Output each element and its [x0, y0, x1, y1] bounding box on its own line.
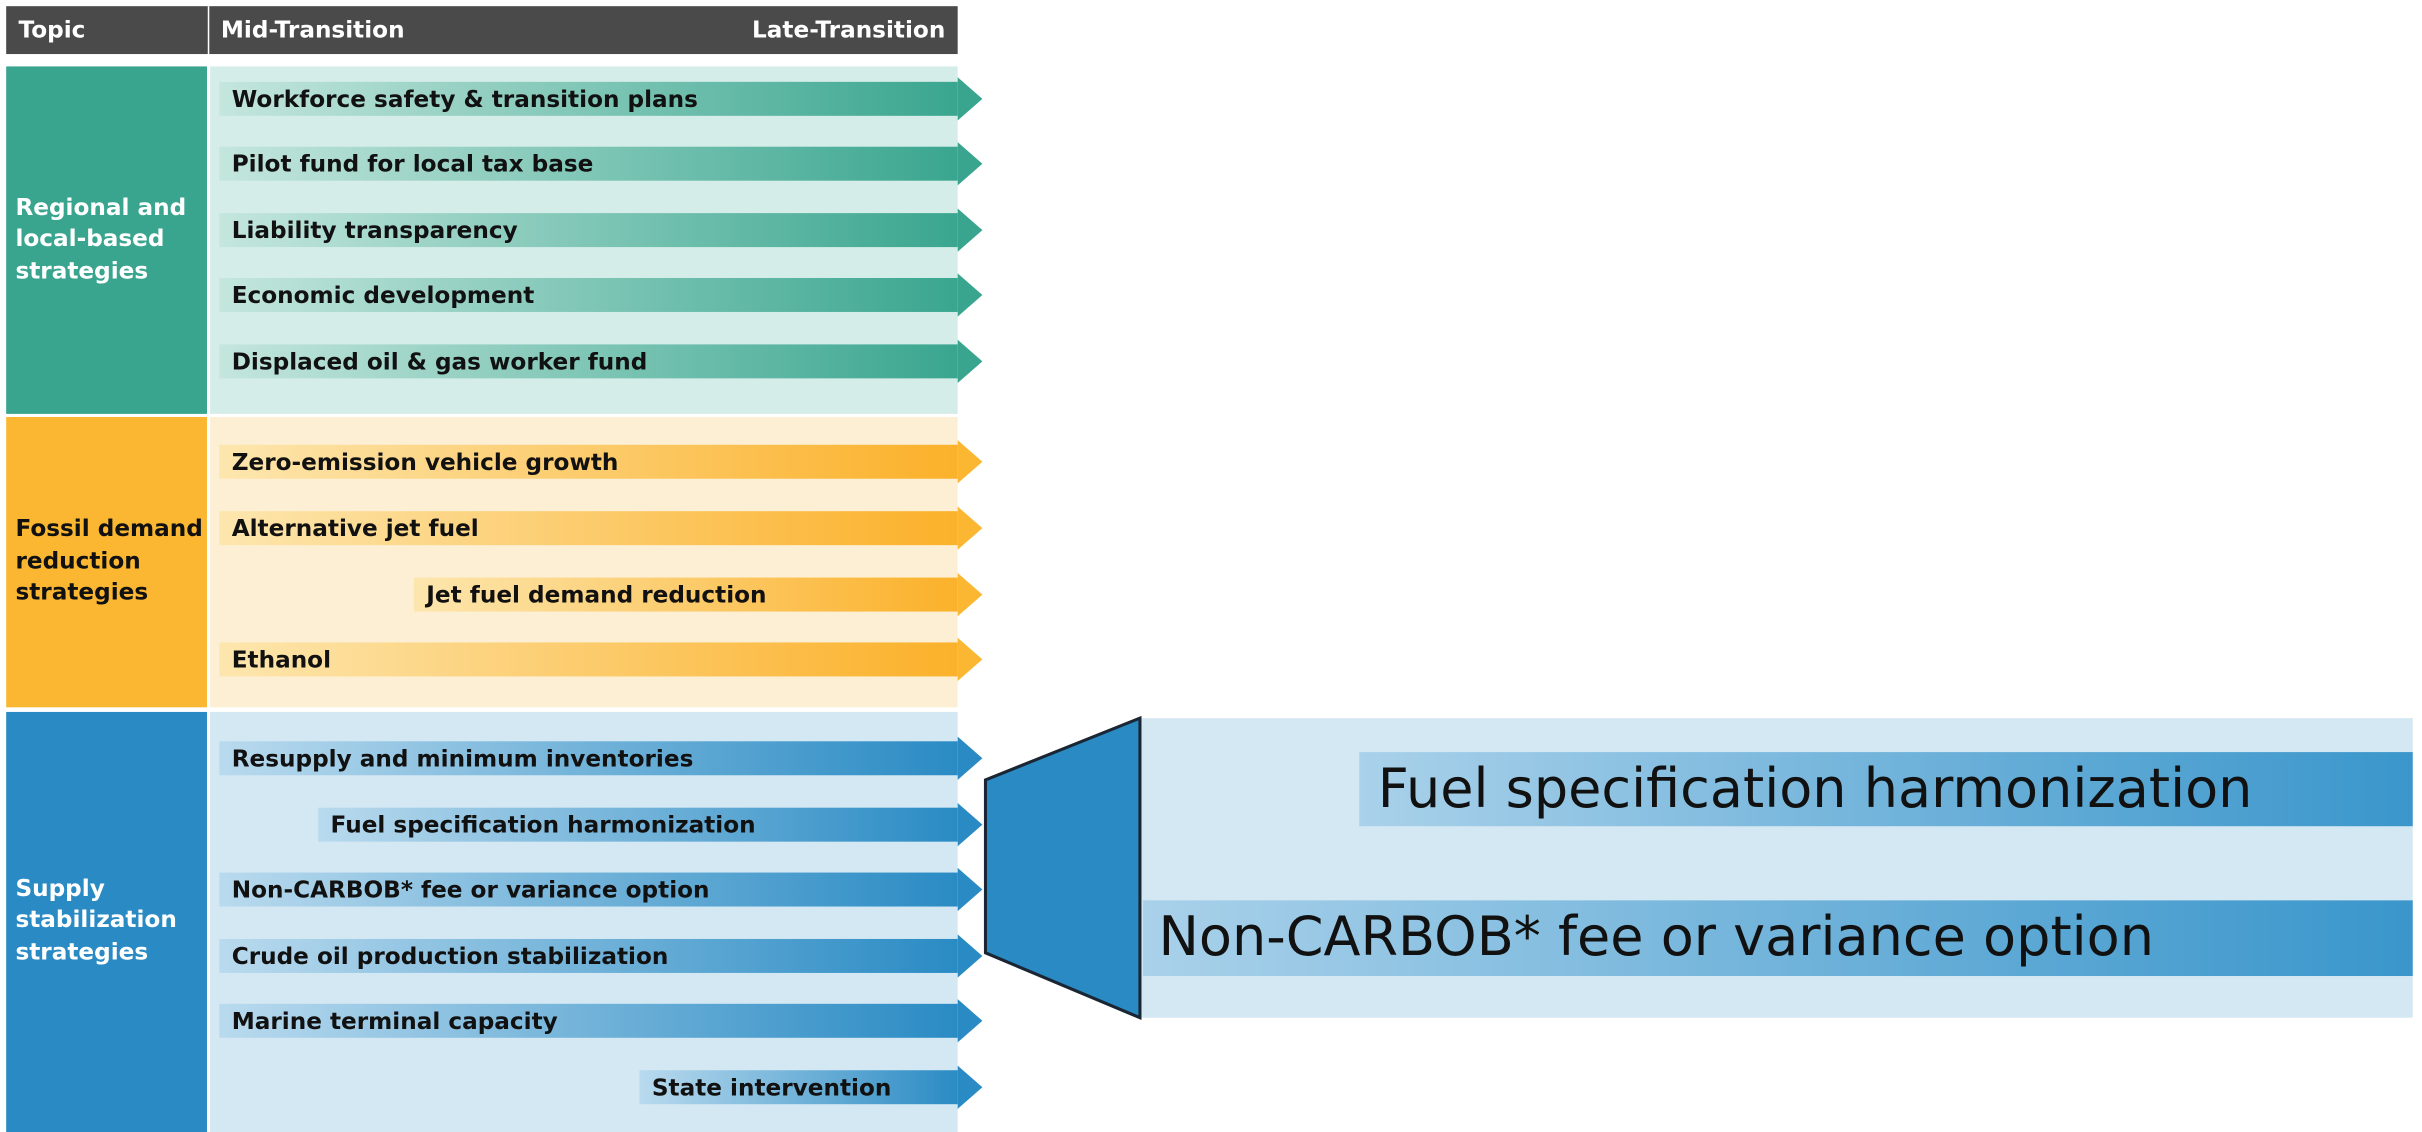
strategy-label: Resupply and minimum inventories	[232, 746, 694, 772]
arrow-bar	[219, 642, 958, 677]
strategy-label: Non-CARBOB* fee or variance option	[232, 878, 710, 904]
arrow-head	[957, 803, 983, 847]
strategy-label: Crude oil production stabilization	[232, 944, 669, 970]
strategy-label: Ethanol	[232, 647, 331, 673]
arrow-head	[957, 208, 983, 252]
topic-label: Fossil demand	[15, 516, 202, 542]
topic-label: strategies	[15, 258, 148, 284]
arrow-bar	[219, 213, 958, 248]
arrow-head	[957, 736, 983, 780]
header-mid: Mid-Transition	[221, 17, 405, 43]
arrow-bar	[219, 146, 958, 181]
timeline-background	[210, 711, 958, 1132]
arrow-head	[957, 934, 983, 978]
strategy-label: Economic development	[232, 283, 535, 309]
arrow-bar	[219, 81, 958, 116]
strategy-label: Fuel specification harmonization	[331, 813, 756, 839]
arrow-head	[957, 142, 983, 186]
strategy-label: Displaced oil & gas worker fund	[232, 349, 648, 375]
arrow-bar	[219, 444, 958, 479]
strategy-label: State intervention	[652, 1075, 892, 1101]
zoom-bar	[1359, 752, 2413, 827]
arrow-bar	[639, 1070, 958, 1105]
topic-label: local-based	[15, 226, 164, 252]
arrow-head	[957, 506, 983, 550]
arrow-bar	[318, 807, 958, 842]
arrow-head	[957, 1065, 983, 1109]
strategy-label: Zero-emission vehicle growth	[232, 450, 619, 476]
zoom-bar	[1143, 900, 2413, 977]
topic-cell	[6, 711, 207, 1132]
strategy-label: Workforce safety & transition plans	[232, 87, 698, 113]
arrow-head	[957, 339, 983, 383]
arrow-head	[957, 273, 983, 317]
topic-label: strategies	[15, 939, 148, 965]
arrow-bar	[413, 577, 958, 612]
header-topic: Topic	[19, 17, 86, 43]
arrow-bar	[219, 277, 958, 312]
arrow-head	[957, 867, 983, 912]
arrow-bar	[219, 872, 958, 907]
arrow-head	[957, 440, 983, 484]
strategy-label: Liability transparency	[232, 218, 518, 244]
topic-cell	[6, 66, 207, 414]
strategy-label: Pilot fund for local tax base	[232, 152, 594, 178]
topic-cell	[6, 416, 207, 708]
strategy-label: Jet fuel demand reduction	[424, 583, 766, 609]
topic-label: Regional and	[15, 195, 186, 221]
topic-label: strategies	[15, 580, 148, 606]
arrow-bar	[219, 344, 958, 379]
header-bar	[6, 6, 958, 55]
strategy-label: Alternative jet fuel	[232, 516, 479, 542]
arrow-head	[957, 572, 983, 617]
topic-label: stabilization	[15, 907, 176, 933]
zoom-label: Fuel specification harmonization	[1378, 757, 2253, 820]
arrow-bar	[219, 741, 958, 776]
topic-label: Supply	[15, 876, 104, 902]
arrow-head	[957, 77, 983, 121]
zoom-connector	[983, 715, 1142, 1021]
arrow-head	[957, 637, 983, 682]
strategy-label: Marine terminal capacity	[232, 1009, 558, 1035]
topic-label: reduction	[15, 549, 140, 575]
arrow-bar	[219, 938, 958, 973]
header-late: Late-Transition	[752, 17, 945, 43]
arrow-head	[957, 999, 983, 1043]
arrow-bar	[219, 511, 958, 546]
arrow-bar	[219, 1003, 958, 1038]
zoom-label: Non-CARBOB* fee or variance option	[1158, 905, 2154, 968]
